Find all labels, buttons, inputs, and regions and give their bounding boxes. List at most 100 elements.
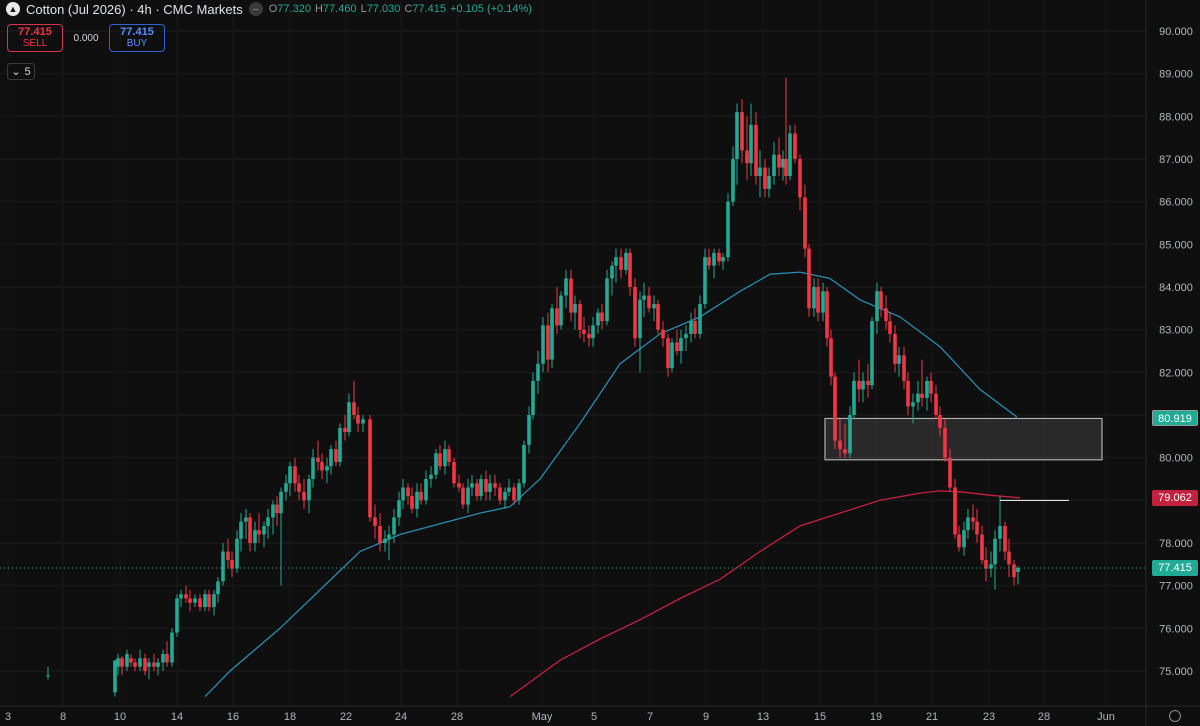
- eye-icon[interactable]: –: [248, 2, 263, 16]
- time-tick-label: 23: [983, 711, 995, 723]
- candle-body: [573, 304, 577, 313]
- time-axis[interactable]: 3 8 10 14 16 18 22 24 28 May 5 7 9 13 15 19 21 23 28 Jun: [5, 711, 1115, 723]
- candle-body: [397, 500, 401, 518]
- candle-body: [610, 265, 614, 279]
- support-zone-rectangle[interactable]: [824, 417, 1103, 461]
- candle-body: [457, 483, 461, 488]
- high-label: H: [314, 3, 323, 15]
- candle-body: [493, 483, 497, 488]
- price-tick-label: 78.000: [1159, 538, 1193, 550]
- candle-body: [633, 287, 637, 339]
- candle-body: [226, 551, 230, 561]
- candle-body: [512, 487, 516, 501]
- chevron-down-icon: ⌄: [11, 66, 21, 78]
- price-axis[interactable]: 75.00076.00077.00078.00079.00080.00081.0…: [1159, 26, 1193, 678]
- candle-body: [347, 402, 351, 433]
- candle-body: [980, 534, 984, 561]
- candle-body: [934, 393, 938, 415]
- candle-body: [320, 461, 324, 471]
- candle-body: [916, 393, 920, 403]
- candle-body: [184, 594, 188, 599]
- candle-body: [438, 453, 442, 467]
- candle-body: [325, 466, 329, 471]
- zone-price-label: 80.919: [1152, 410, 1198, 427]
- candle-body: [488, 483, 492, 492]
- candle-body: [475, 483, 479, 497]
- candle-body: [642, 295, 646, 300]
- candle-body: [661, 329, 665, 339]
- candle-body: [212, 594, 216, 607]
- candle-body: [816, 287, 820, 313]
- candle-body: [698, 304, 702, 334]
- candle-body: [689, 321, 693, 334]
- candle-body: [812, 287, 816, 309]
- candle-body: [302, 491, 306, 501]
- candle-body: [307, 479, 311, 501]
- candle-body: [165, 653, 169, 663]
- candle-body: [875, 291, 879, 322]
- sell-label: SELL: [22, 38, 48, 49]
- candle-body: [652, 304, 656, 309]
- candle-body: [113, 660, 117, 693]
- candle-body: [406, 487, 410, 497]
- settings-icon[interactable]: [1169, 710, 1181, 722]
- candle-body: [257, 530, 261, 535]
- price-tick-label: 84.000: [1159, 282, 1193, 294]
- candle-body: [829, 338, 833, 377]
- candle-body: [656, 304, 660, 330]
- candle-body: [503, 491, 507, 501]
- candle-body: [596, 312, 600, 326]
- candle-body: [679, 338, 683, 351]
- buy-price: 77.415: [120, 26, 154, 38]
- price-tick-label: 87.000: [1159, 154, 1193, 166]
- candle-body: [133, 662, 137, 667]
- candle-body: [466, 487, 470, 505]
- candle-body: [721, 257, 725, 262]
- candle-body: [857, 380, 861, 390]
- time-tick-label: 9: [703, 711, 709, 723]
- candle-body: [591, 325, 595, 339]
- candle-body: [754, 124, 758, 177]
- indicators-collapse-button[interactable]: ⌄ 5: [7, 63, 35, 80]
- candle-body: [788, 133, 792, 177]
- symbol-title[interactable]: Cotton (Jul 2026) · 4h · CMC Markets: [26, 1, 243, 17]
- candle-body: [833, 376, 837, 441]
- time-tick-label: 13: [757, 711, 769, 723]
- candle-body: [419, 491, 423, 501]
- candle-body: [479, 479, 483, 497]
- candle-body: [707, 257, 711, 266]
- candle-body: [647, 295, 651, 309]
- candle-body: [498, 487, 502, 501]
- candle-body: [925, 380, 929, 398]
- time-tick-label: 10: [114, 711, 126, 723]
- candle-body: [179, 594, 183, 599]
- buy-button[interactable]: 77.415 BUY: [109, 24, 165, 52]
- last-price-label: 77.415: [1152, 559, 1198, 576]
- candle-body: [334, 449, 338, 462]
- candle-body: [582, 329, 586, 334]
- price-tick-label: 89.000: [1159, 69, 1193, 81]
- candle-body: [884, 308, 888, 322]
- candle-body: [731, 159, 735, 202]
- candle-body: [740, 112, 744, 151]
- candle-body: [550, 308, 554, 360]
- candle-body: [807, 248, 811, 309]
- candle-body: [443, 449, 447, 467]
- moving-average-fast-line: [204, 271, 1018, 698]
- candle-body: [953, 487, 957, 535]
- close-label: C: [404, 3, 413, 15]
- candle-body: [555, 308, 559, 326]
- time-tick-label: 28: [1038, 711, 1050, 723]
- candlestick-series: [46, 77, 1020, 697]
- candle-body: [793, 133, 797, 159]
- sell-button[interactable]: 77.415 SELL: [7, 24, 63, 52]
- candle-body: [316, 457, 320, 462]
- candle-body: [763, 167, 767, 189]
- candle-body: [262, 525, 266, 535]
- candle-body: [531, 380, 535, 415]
- time-tick-label: 18: [284, 711, 296, 723]
- candle-body: [311, 457, 315, 479]
- candle-body: [803, 197, 807, 249]
